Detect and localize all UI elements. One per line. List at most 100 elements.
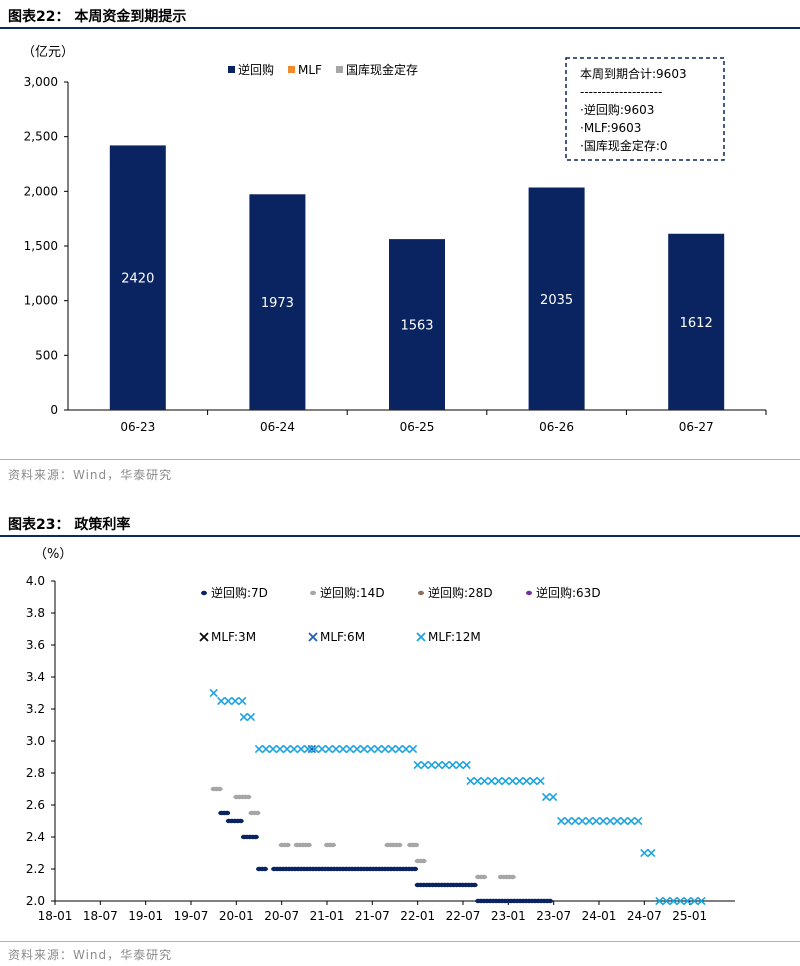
rate-point-dot	[330, 842, 336, 848]
x-tick-label: 06-23	[120, 420, 155, 434]
rate-point-x	[473, 776, 482, 786]
x-tick-label: 21-07	[355, 909, 390, 923]
rate-point-x	[224, 696, 233, 706]
funding-maturity-bar-chart: （亿元） 0 500 1,000 1,500 2,000 2,500 3,000 06-23 24…	[22, 45, 767, 434]
legend-label: MLF:6M	[320, 630, 365, 644]
summary-box	[565, 57, 725, 161]
y-axis-unit: （亿元）	[22, 45, 74, 60]
legend-label: 国库现金定存	[346, 62, 418, 77]
x-tick-label: 19-07	[174, 909, 209, 923]
rate-point-dot	[412, 866, 419, 872]
y-tick-label: 3.6	[26, 638, 45, 652]
y-tick-label: 2,500	[24, 130, 58, 144]
y-tick-label: 3.2	[26, 702, 45, 716]
summary-line: -------------------	[580, 85, 662, 99]
rate-point-x	[401, 744, 411, 754]
bar-reverse-repo	[249, 194, 306, 410]
rate-point-x	[599, 816, 608, 826]
rate-point-x	[366, 744, 376, 754]
y-tick-label: 3.8	[26, 606, 45, 620]
x-tick-label: 25-01	[672, 909, 707, 923]
bar-reverse-repo	[668, 233, 725, 410]
x-tick-label: 18-07	[83, 909, 118, 923]
x-tick-label: 23-01	[491, 909, 526, 923]
rate-point-x	[606, 816, 615, 826]
x-tick-label: 06-26	[539, 420, 574, 434]
rate-point-x	[331, 744, 341, 754]
rate-point-x	[359, 744, 369, 754]
bar-data-label: 2035	[540, 293, 573, 308]
legend-label: MLF:12M	[428, 630, 481, 644]
summary-line: ·逆回购:9603	[580, 102, 654, 117]
rate-point-x	[434, 760, 443, 770]
legend-swatch	[228, 66, 235, 73]
y-tick-label: 3.0	[26, 734, 45, 748]
legend-marker-x	[416, 632, 426, 642]
y-tick-label: 4.0	[26, 574, 45, 588]
rate-point-x	[697, 896, 706, 906]
source-rule	[0, 941, 800, 942]
summary-line: ·国库现金定存:0	[580, 138, 668, 153]
rate-point-x	[289, 744, 299, 754]
x-tick-label: 22-07	[446, 909, 481, 923]
legend-marker-x	[308, 632, 318, 642]
rate-point-x	[541, 792, 551, 802]
rate-point-x	[529, 776, 538, 786]
x-tick-label: 22-01	[400, 909, 435, 923]
rate-point-x	[571, 816, 580, 826]
rate-point-x	[296, 744, 306, 754]
x-tick-label: 24-07	[627, 909, 662, 923]
y-tick-label: 2.6	[26, 798, 45, 812]
rate-point-x	[387, 744, 397, 754]
rate-point-x	[683, 896, 692, 906]
rate-point-x	[613, 816, 622, 826]
legend-label: 逆回购:7D	[211, 585, 268, 600]
rate-point-x	[352, 744, 362, 754]
summary-line: 本周到期合计:9603	[580, 66, 687, 81]
rate-point-x	[662, 896, 671, 906]
legend-marker-x	[199, 632, 209, 642]
figure-title-rule	[0, 27, 800, 29]
rate-point-x	[441, 760, 450, 770]
legend-marker-dot	[526, 590, 532, 596]
x-tick-label: 20-07	[264, 909, 299, 923]
rate-point-dot	[254, 810, 261, 816]
y-tick-label: 0	[50, 403, 58, 417]
rate-point-dot	[216, 786, 223, 792]
y-tick-label: 2.8	[26, 766, 45, 780]
rate-point-x	[634, 816, 643, 826]
bar-data-label: 1612	[680, 316, 713, 331]
legend-marker-dot	[418, 590, 424, 596]
legend-label: 逆回购:14D	[320, 585, 385, 600]
rate-point-x	[690, 896, 699, 906]
rate-point-x	[627, 816, 636, 826]
y-tick-label: 3.4	[26, 670, 45, 684]
x-tick-label: 19-01	[128, 909, 163, 923]
rate-point-x	[536, 776, 545, 786]
source-rule	[0, 459, 800, 460]
legend-label: 逆回购	[238, 62, 274, 77]
rate-point-dot	[420, 858, 427, 864]
rate-point-x	[317, 744, 327, 754]
rate-point-x	[578, 816, 587, 826]
rate-point-x	[522, 776, 531, 786]
rate-point-dot	[481, 874, 488, 880]
y-tick-label: 3,000	[24, 75, 58, 89]
rate-point-x	[310, 744, 320, 754]
legend-swatch	[288, 66, 296, 73]
figure-title-funding: 图表22： 本周资金到期提示	[8, 9, 187, 25]
legend-swatch	[335, 66, 343, 73]
rate-point-x	[655, 896, 664, 906]
x-tick-label: 18-01	[38, 909, 73, 923]
rate-point-x	[303, 744, 313, 754]
bar-data-label: 1563	[400, 319, 433, 334]
rate-point-dot	[305, 842, 312, 848]
rate-point-x	[487, 776, 496, 786]
y-tick-label: 1,500	[24, 239, 58, 253]
x-tick-label: 06-27	[679, 420, 714, 434]
rate-point-dot	[413, 842, 420, 848]
rate-point-x	[373, 744, 383, 754]
rate-point-x	[217, 696, 226, 706]
bar-data-label: 1973	[261, 296, 294, 311]
y-axis-unit: （%）	[34, 547, 72, 562]
